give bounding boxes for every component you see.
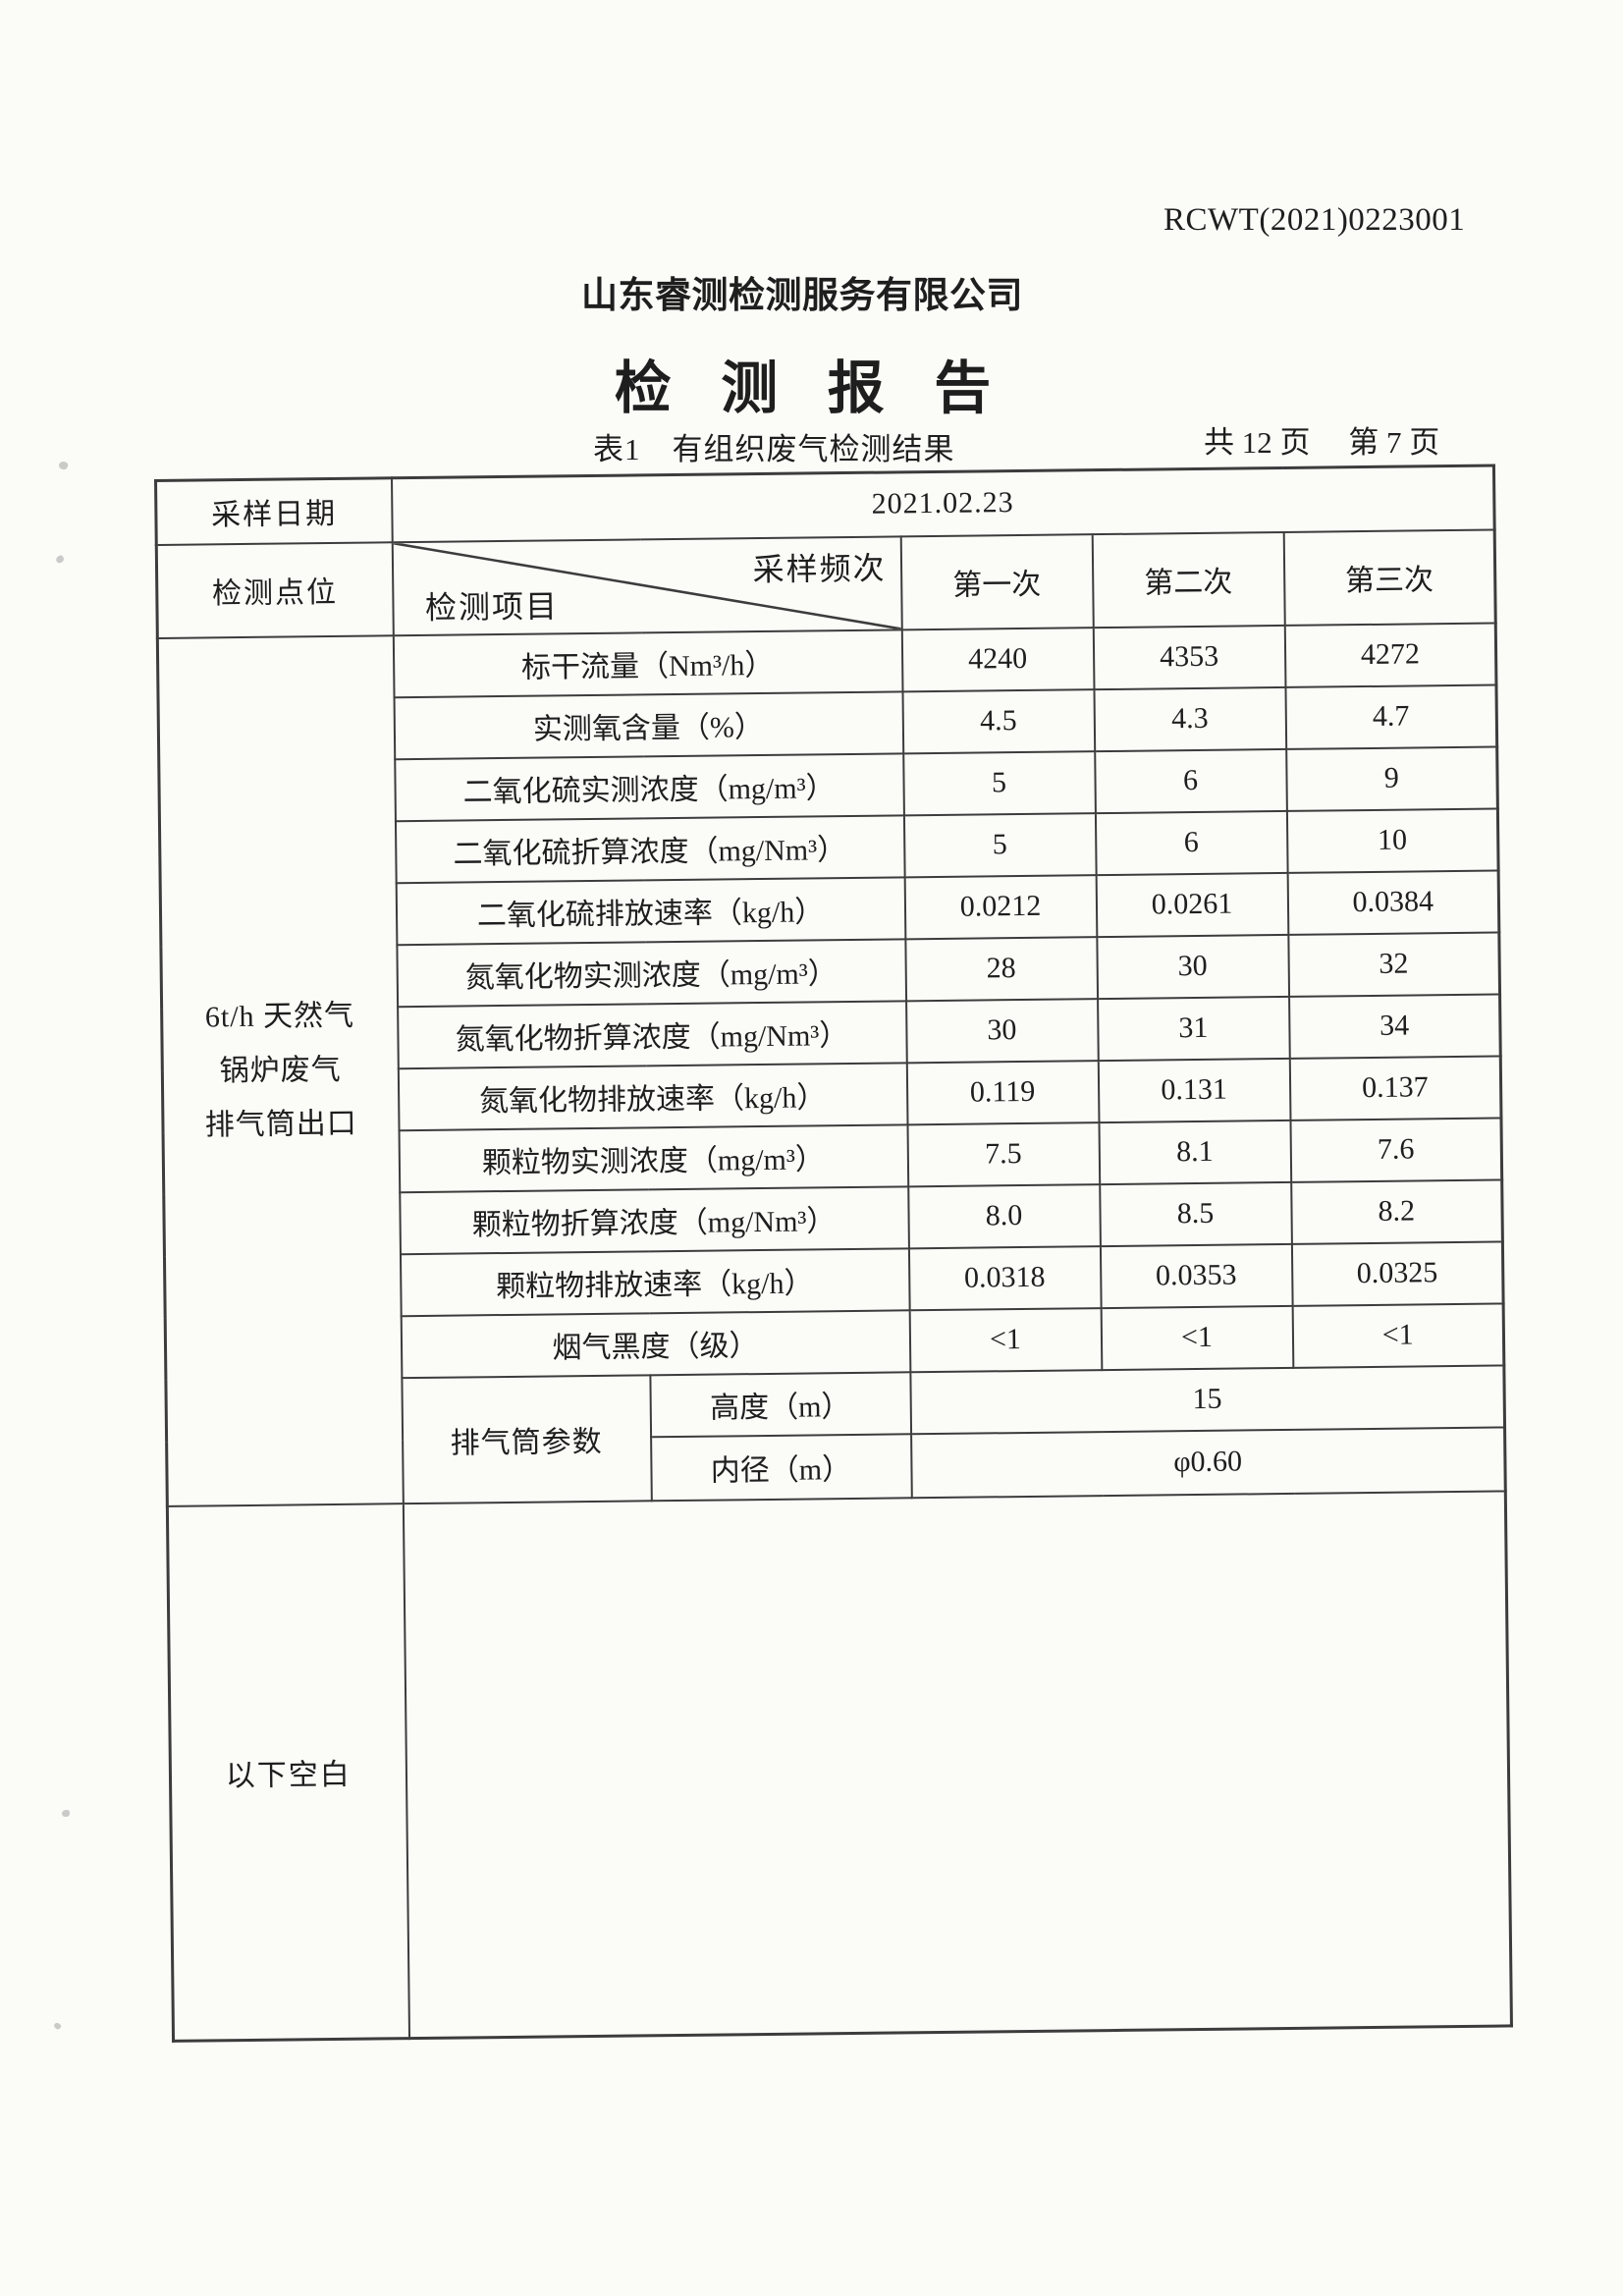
param-value: 28 [904,936,1098,1001]
param-value: 4.3 [1093,686,1286,751]
report-title: 检 测 报 告 [614,356,1009,420]
param-value: <1 [909,1307,1102,1372]
param-value: 7.5 [907,1121,1100,1186]
param-value: 0.0325 [1291,1240,1504,1306]
param-value: 8.5 [1099,1181,1292,1246]
param-label: 颗粒物折算浓度（mg/Nm³） [399,1185,909,1254]
param-value: 9 [1285,746,1498,811]
param-value: 7.6 [1289,1117,1502,1182]
company-name: 山东睿测检测服务有限公司 [581,276,1023,316]
blank-below-note: 以下空白 [167,1503,409,2042]
blank-area [403,1490,1512,2039]
header-row: 检测点位 采样频次 检测项目 第一次 第二次 第三次 [156,529,1496,638]
page-count: 共 12 页 第 7 页 [1204,425,1440,460]
param-label: 标干流量（Nm³/h） [393,629,902,697]
param-value: 6 [1095,810,1288,875]
param-value: 0.0353 [1100,1243,1293,1308]
frequency-header-1: 第一次 [900,533,1094,629]
report-number: RCWT(2021)0223001 [1163,202,1466,238]
monitoring-point-line: 锅炉废气 [219,1053,342,1088]
scan-speck [57,460,70,471]
param-value: 30 [1096,934,1289,999]
param-value: <1 [1101,1305,1293,1370]
stack-diameter-label: 内径（m） [650,1433,912,1501]
stack-diameter-value: φ0.60 [910,1426,1506,1498]
monitoring-point-label: 检测点位 [156,541,394,638]
param-value: <1 [1292,1302,1504,1368]
param-label: 二氧化硫折算浓度（mg/Nm³） [395,814,905,883]
stack-height-value: 15 [909,1364,1505,1434]
diagonal-divider [393,541,901,630]
diagonal-header-cell: 采样频次 检测项目 [392,535,902,635]
param-value: 4240 [901,627,1094,691]
monitoring-point-line: 6t/h 天然气 [204,999,355,1034]
param-value: 0.0384 [1287,869,1499,935]
param-label: 二氧化硫实测浓度（mg/m³） [394,752,904,821]
param-value: 30 [905,998,1099,1063]
param-label: 烟气黑度（级） [401,1309,910,1378]
scan-speck [52,2021,63,2031]
frequency-header-3: 第三次 [1283,529,1496,626]
results-table: 采样日期 2021.02.23 检测点位 采样频次 检测项目 第一次 第二次 第… [154,464,1514,2043]
param-value: 10 [1286,807,1499,873]
param-value: 0.119 [906,1060,1099,1124]
param-value: 4.5 [901,688,1095,753]
results-table-wrapper: 采样日期 2021.02.23 检测点位 采样频次 检测项目 第一次 第二次 第… [154,464,1514,2043]
param-value: 0.137 [1289,1055,1501,1121]
param-label: 氮氧化物排放速率（kg/h） [398,1062,908,1130]
param-value: 4.7 [1284,684,1497,749]
blank-row: 以下空白 [167,1490,1512,2042]
param-value: 0.131 [1098,1058,1290,1122]
diagonal-label-item: 检测项目 [424,587,560,626]
monitoring-point-cell: 6t/h 天然气 锅炉废气 排气筒出口 [157,634,404,1506]
param-value: 4353 [1093,625,1285,689]
stack-height-label: 高度（m） [649,1371,911,1437]
param-value: 8.0 [907,1183,1101,1248]
param-value: 0.0212 [904,874,1097,939]
param-value: 32 [1287,931,1500,997]
param-label: 颗粒物排放速率（kg/h） [400,1247,910,1316]
diagonal-label-frequency: 采样频次 [752,550,887,587]
param-value: 34 [1288,993,1501,1059]
param-value: 8.2 [1290,1178,1503,1244]
param-value: 0.0261 [1096,872,1288,937]
param-label: 颗粒物实测浓度（mg/m³） [399,1123,908,1192]
param-value: 31 [1097,996,1290,1061]
frequency-header-2: 第二次 [1092,531,1285,628]
param-label: 二氧化硫排放速率（kg/h） [396,876,905,945]
param-value: 5 [902,750,1096,815]
param-label: 实测氧含量（%） [394,690,903,759]
param-value: 8.1 [1098,1120,1291,1184]
param-value: 0.0318 [908,1245,1102,1310]
stack-params-label: 排气筒参数 [401,1374,652,1503]
param-label: 氮氧化物折算浓度（mg/Nm³） [397,1000,907,1068]
monitoring-point-line: 排气筒出口 [204,1107,357,1142]
param-value: 4272 [1284,623,1496,687]
table-caption: 表1 有组织废气检测结果 [593,432,955,466]
scan-speck [62,1810,70,1817]
sampling-date-label: 采样日期 [155,477,393,545]
param-value: 5 [903,812,1097,877]
scan-speck [54,554,66,565]
param-label: 氮氧化物实测浓度（mg/m³） [396,938,906,1007]
param-value: 6 [1094,748,1287,813]
